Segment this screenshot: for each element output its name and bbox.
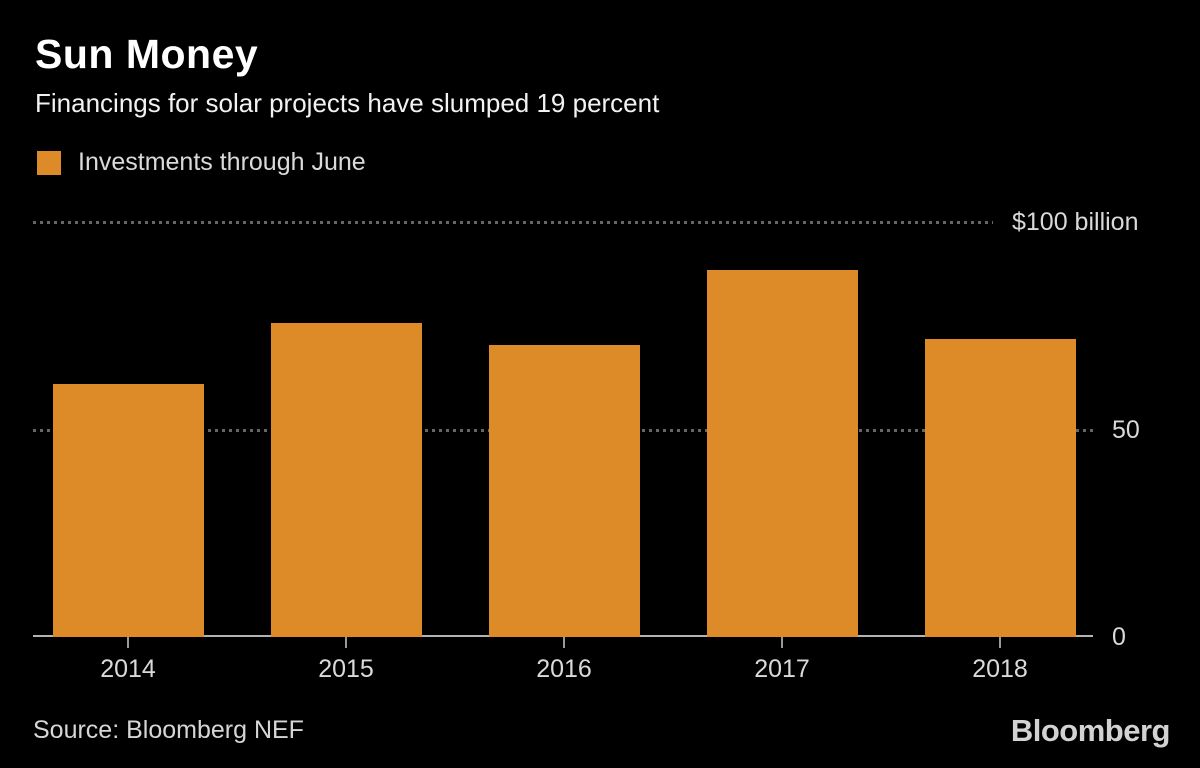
x-axis-label-2016: 2016 [536, 655, 592, 683]
x-axis-label-2014: 2014 [100, 655, 156, 683]
y-axis-label-100: $100 billion [1012, 208, 1139, 236]
y-axis-label-0: 0 [1112, 623, 1126, 651]
bar-2018 [924, 339, 1076, 637]
bar-2014 [52, 384, 204, 637]
bloomberg-logo: Bloomberg [1010, 713, 1171, 748]
bar-2017 [706, 270, 858, 637]
x-axis-tick-2016 [563, 637, 565, 648]
x-axis-tick-2015 [345, 637, 347, 648]
chart-title: Sun Money [35, 31, 259, 77]
source-note: Source: Bloomberg NEF [33, 716, 304, 744]
x-axis-label-2015: 2015 [318, 655, 374, 683]
gridline-100 [33, 221, 993, 224]
legend-swatch-icon [37, 150, 61, 175]
y-axis-label-50: 50 [1112, 415, 1140, 444]
x-axis-label-2018: 2018 [972, 655, 1028, 683]
x-axis-label-2017: 2017 [754, 655, 810, 683]
chart-legend: Investments through June [37, 148, 366, 177]
legend-label: Investments through June [78, 148, 366, 176]
bar-2016 [488, 345, 640, 637]
bar-2015 [270, 323, 422, 637]
x-axis-tick-2018 [999, 637, 1001, 648]
x-axis-tick-2017 [781, 637, 783, 648]
x-axis-tick-2014 [127, 637, 129, 648]
chart-subtitle: Financings for solar projects have slump… [35, 88, 660, 118]
